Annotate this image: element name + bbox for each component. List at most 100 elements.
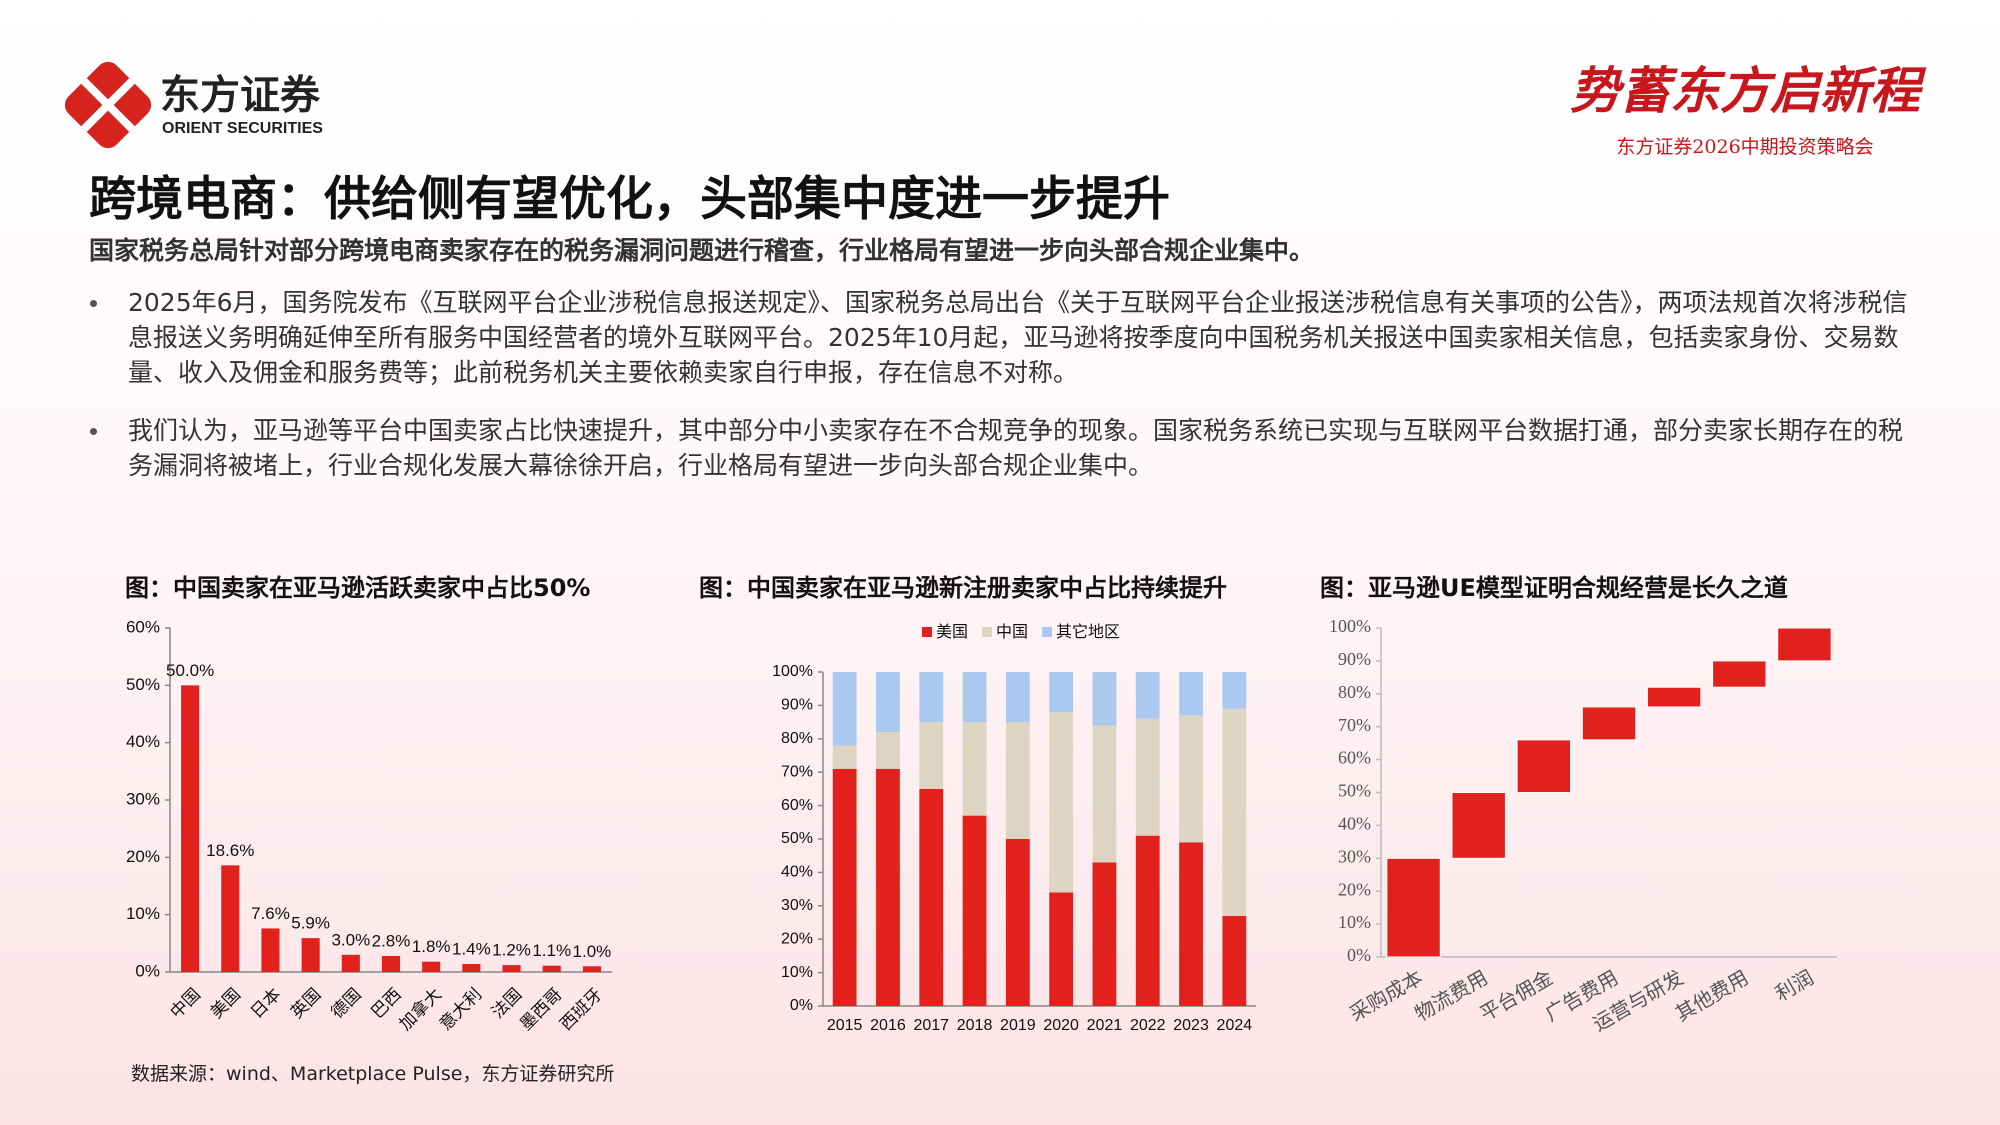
waterfall-bar (1646, 686, 1702, 708)
x-tick-label: 2019 (1000, 1017, 1036, 1034)
logo-cn: 东方证券 (160, 74, 321, 118)
bar (341, 954, 360, 972)
x-tick-label: 德国 (327, 985, 364, 1022)
bar-segment (919, 722, 944, 789)
value-label: 1.4% (452, 939, 491, 958)
value-label: 1.8% (412, 937, 451, 956)
bullet-dot (90, 428, 97, 435)
x-tick-label: 2016 (870, 1017, 906, 1034)
value-label: 1.2% (492, 941, 531, 960)
logo-en: ORIENT SECURITIES (162, 120, 323, 137)
bar-segment (1179, 842, 1203, 1006)
bullet-dot (90, 300, 97, 307)
subtitle: 国家税务总局针对部分跨境电商卖家存在的税务漏洞问题进行稽查，行业格局有望进一步向… (89, 236, 1315, 265)
y-tick-label: 40% (126, 732, 160, 751)
bar-segment (962, 672, 987, 723)
bar-segment (1222, 915, 1247, 1006)
y-tick-label: 0% (135, 961, 160, 980)
bar (582, 966, 601, 972)
bar-segment (919, 788, 944, 1006)
bar-segment (1049, 672, 1074, 713)
bar-segment (1092, 725, 1117, 863)
y-tick-label: 80% (781, 730, 813, 747)
y-tick-label: 70% (781, 763, 813, 780)
bar-segment (876, 672, 900, 733)
chart-title: 图：亚马逊UE模型证明合规经营是长久之道 (1320, 574, 1788, 602)
y-tick-label: 100% (1329, 616, 1371, 636)
y-tick-label: 20% (781, 930, 813, 947)
value-label: 2.8% (372, 931, 411, 950)
bar-segment (832, 745, 857, 769)
x-tick-label: 加拿大 (395, 984, 445, 1034)
x-tick-label: 平台佣金 (1476, 966, 1557, 1026)
legend-label: 其它地区 (1056, 623, 1120, 641)
x-tick-label: 其他费用 (1672, 966, 1753, 1026)
bar-segment (1005, 839, 1030, 1006)
y-tick-label: 30% (126, 789, 160, 808)
legend-swatch (1042, 627, 1053, 637)
x-tick-label: 日本 (247, 985, 284, 1022)
y-tick-label: 60% (781, 797, 813, 814)
y-tick-label: 30% (1338, 846, 1371, 866)
y-tick-label: 100% (772, 663, 813, 680)
bar (542, 965, 561, 972)
y-tick-label: 30% (781, 897, 813, 914)
bar-segment (1135, 718, 1160, 836)
y-tick-label: 0% (1347, 945, 1371, 965)
y-tick-label: 10% (781, 964, 813, 981)
x-tick-label: 采购成本 (1346, 966, 1427, 1026)
x-tick-label: 英国 (287, 985, 324, 1022)
bar-segment (1222, 672, 1247, 709)
bar-segment (1049, 892, 1074, 1006)
bar-segment (962, 722, 987, 816)
source-note: 数据来源：wind、Marketplace Pulse，东方证券研究所 (131, 1063, 615, 1085)
x-tick-label: 2020 (1043, 1017, 1079, 1034)
y-tick-label: 80% (1338, 682, 1371, 702)
bar-segment (1092, 672, 1117, 726)
y-tick-label: 50% (781, 830, 813, 847)
y-tick-label: 70% (1338, 715, 1371, 735)
bullet-text: 2025年6月，国务院发布《互联网平台企业涉税信息报送规定》、国家税务总局出台《… (128, 288, 1908, 387)
x-tick-label: 墨西哥 (516, 985, 565, 1034)
value-label: 1.0% (573, 942, 612, 961)
y-tick-label: 90% (1338, 649, 1371, 669)
x-tick-label: 2024 (1217, 1017, 1253, 1034)
y-tick-label: 40% (1338, 814, 1371, 834)
y-tick-label: 10% (126, 904, 160, 923)
legend-label: 美国 (936, 623, 968, 641)
y-tick-label: 0% (790, 997, 813, 1014)
bar-segment (1005, 672, 1030, 723)
bar (422, 961, 441, 972)
value-label: 7.6% (251, 904, 290, 923)
waterfall-bar (1777, 627, 1832, 662)
bar-segment (876, 732, 900, 769)
y-tick-label: 20% (126, 847, 160, 866)
x-tick-label: 利润 (1771, 966, 1817, 1006)
bar-segment (1005, 722, 1030, 839)
value-label: 18.6% (206, 841, 254, 860)
bar (502, 965, 521, 972)
waterfall-bar (1386, 857, 1441, 958)
bar-segment (832, 768, 857, 1006)
bar (261, 928, 280, 972)
y-tick-label: 60% (126, 617, 160, 636)
x-tick-label: 物流费用 (1411, 966, 1492, 1026)
x-tick-label: 中国 (167, 985, 204, 1022)
bar-segment (1092, 862, 1117, 1006)
bar-segment (1135, 672, 1160, 719)
bar (462, 963, 481, 972)
waterfall-bar (1451, 792, 1506, 859)
y-tick-label: 40% (781, 864, 813, 881)
bullet-text: 我们认为，亚马逊等平台中国卖家占比快速提升，其中部分中小卖家存在不合规竞争的现象… (128, 416, 1904, 480)
bar-segment (876, 768, 900, 1006)
y-tick-label: 90% (781, 697, 813, 714)
bar (181, 685, 200, 972)
slogan: 势蓄东方启新程 (1570, 61, 1927, 120)
x-tick-label: 2015 (827, 1017, 863, 1034)
chart-title: 图：中国卖家在亚马逊新注册卖家中占比持续提升 (699, 574, 1227, 602)
bar-segment (1049, 712, 1074, 893)
logo-icon (64, 61, 152, 149)
bar-segment (1135, 835, 1160, 1006)
